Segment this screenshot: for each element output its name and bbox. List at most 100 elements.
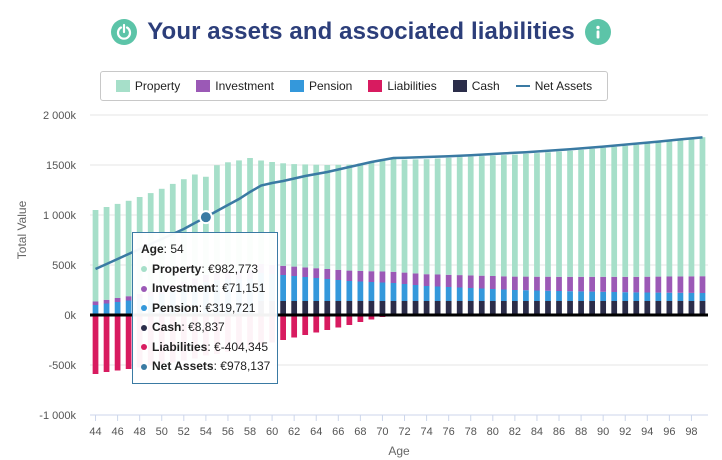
bar-pension <box>489 289 496 301</box>
bar-cash <box>622 301 629 315</box>
bar-cash <box>545 301 551 315</box>
bar-property <box>125 200 132 297</box>
bar-pension <box>500 289 507 301</box>
bar-liabilities <box>280 315 286 340</box>
bar-investment <box>467 275 474 288</box>
bar-liabilities <box>114 315 121 371</box>
bar-property <box>434 158 441 275</box>
bar-property <box>214 165 220 273</box>
bar-property <box>335 164 342 270</box>
bar-investment <box>666 276 673 293</box>
bar-property <box>302 164 309 268</box>
bar-property <box>611 146 618 277</box>
bar-cash <box>523 301 529 315</box>
y-tick-label: 1500k <box>46 160 76 172</box>
x-tick-label: 92 <box>619 426 631 438</box>
bar-property <box>567 150 573 277</box>
bar-property <box>368 162 375 272</box>
bar-pension <box>589 291 595 301</box>
x-tick-label: 84 <box>531 426 543 438</box>
bar-pension <box>456 287 463 301</box>
bar-cash <box>500 301 507 315</box>
info-icon[interactable] <box>584 19 611 45</box>
legend-item-pension[interactable]: Pension <box>289 79 352 93</box>
bar-property <box>313 164 320 269</box>
x-tick-label: 48 <box>134 426 146 438</box>
bar-pension <box>545 290 551 301</box>
x-tick-label: 50 <box>156 426 168 438</box>
bar-investment <box>655 276 662 293</box>
bar-pension <box>114 302 121 314</box>
bar-pension <box>313 278 320 301</box>
tooltip-label: Cash <box>152 320 182 334</box>
x-tick-label: 52 <box>178 426 190 438</box>
bar-cash <box>346 301 353 315</box>
bar-property <box>589 148 595 277</box>
bar-investment <box>545 276 551 291</box>
legend-item-liabilities[interactable]: Liabilities <box>368 79 437 93</box>
bar-pension <box>578 291 584 301</box>
bar-investment <box>401 272 408 284</box>
x-tick-label: 94 <box>641 426 653 438</box>
bar-pension <box>523 290 529 301</box>
bar-investment <box>456 275 463 288</box>
net-assets-highlight-point <box>198 210 213 225</box>
bar-cash <box>489 301 496 315</box>
legend-item-investment[interactable]: Investment <box>196 79 274 93</box>
tooltip-label: Net Assets <box>152 359 214 373</box>
bar-investment <box>578 276 584 292</box>
y-axis-title: Total Value <box>15 200 29 259</box>
tooltip-row-net-assets: Net Assets: €978,137 <box>141 357 271 377</box>
bar-liabilities <box>291 315 298 338</box>
bar-cash <box>467 301 474 315</box>
bar-investment <box>523 276 529 291</box>
x-tick-label: 64 <box>310 426 322 438</box>
bar-pension <box>390 283 397 301</box>
bar-property <box>556 151 562 277</box>
bar-cash <box>567 301 573 315</box>
tooltip-row-liabilities: Liabilities: €-404,345 <box>141 338 269 358</box>
bar-property <box>291 164 298 267</box>
bar-pension <box>622 292 629 301</box>
bar-pension <box>103 303 110 314</box>
x-tick-label: 76 <box>443 426 455 438</box>
bar-property <box>512 154 518 277</box>
bar-investment <box>280 265 286 275</box>
x-tick-label: 80 <box>487 426 499 438</box>
bar-property <box>269 162 275 265</box>
power-icon[interactable] <box>111 19 138 45</box>
y-tick-label: 0k <box>64 310 76 322</box>
tooltip-value: €978,137 <box>220 359 271 373</box>
bar-property <box>423 159 430 275</box>
bar-pension <box>335 280 342 301</box>
bar-liabilities <box>335 315 342 328</box>
bar-cash <box>666 301 673 315</box>
bar-pension <box>434 286 441 301</box>
y-tick-label: -500k <box>48 360 76 372</box>
bar-property <box>346 164 353 271</box>
legend-item-property[interactable]: Property <box>115 79 181 93</box>
bar-property <box>633 144 640 277</box>
bar-property <box>390 158 397 272</box>
bar-cash <box>401 301 408 315</box>
bar-pension <box>677 292 684 301</box>
bar-property <box>191 174 198 279</box>
bar-property <box>489 155 496 276</box>
bar-pension <box>302 277 309 301</box>
bar-property <box>225 162 231 272</box>
legend-item-cash[interactable]: Cash <box>452 79 500 93</box>
bar-pension <box>688 292 695 301</box>
legend-label: Property <box>134 79 181 93</box>
x-tick-label: 60 <box>266 426 278 438</box>
legend-item-net-assets[interactable]: Net Assets <box>515 79 592 93</box>
bar-pension <box>467 288 474 301</box>
x-tick-label: 72 <box>398 426 410 438</box>
bar-pension <box>556 291 562 301</box>
tooltip-row-investment: Investment: €71,151 <box>141 279 269 299</box>
tooltip-value: €71,151 <box>222 281 266 295</box>
tooltip-value: €8,837 <box>188 320 225 334</box>
bar-cash <box>655 301 662 315</box>
bar-property <box>114 203 121 298</box>
x-tick-label: 96 <box>663 426 675 438</box>
